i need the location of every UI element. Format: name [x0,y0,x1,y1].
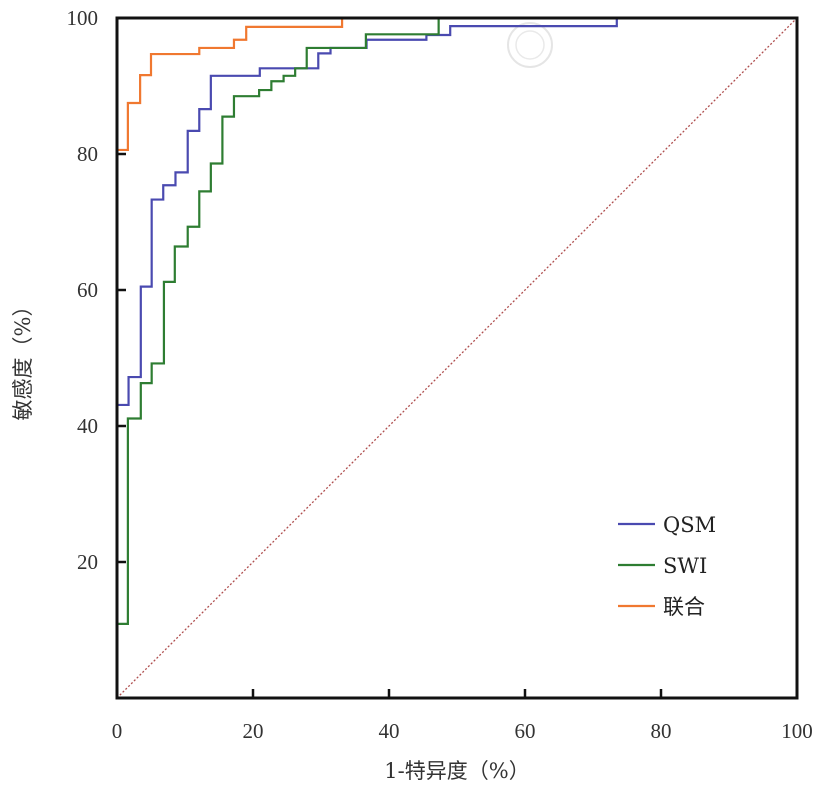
x-tick-label: 40 [379,719,400,743]
legend-label: 联合 [663,595,705,619]
legend-label: QSM [663,513,716,537]
y-axis-label: 敏感度（%） [11,296,35,421]
reference-diagonal [116,17,798,699]
x-tick-label: 20 [243,719,264,743]
series-line-1 [117,18,618,407]
x-axis-label: 1-特异度（%） [384,759,529,783]
plot-frame [115,16,799,700]
watermark-logo [507,22,553,68]
legend-label: SWI [663,554,707,578]
legend: QSM SWI 联合 [618,513,716,619]
y-tick-label: 80 [77,142,98,166]
x-tick-label: 0 [112,719,123,743]
series-line-2 [117,18,440,625]
y-tick-label: 60 [77,278,98,302]
y-tick-label: 20 [77,550,98,574]
series-line-3 [117,18,344,152]
x-tick-label: 80 [651,719,672,743]
x-tick-label: 100 [781,719,813,743]
y-tick-label: 100 [67,6,99,30]
x-tick-label: 60 [515,719,536,743]
y-tick-label: 40 [77,414,98,438]
